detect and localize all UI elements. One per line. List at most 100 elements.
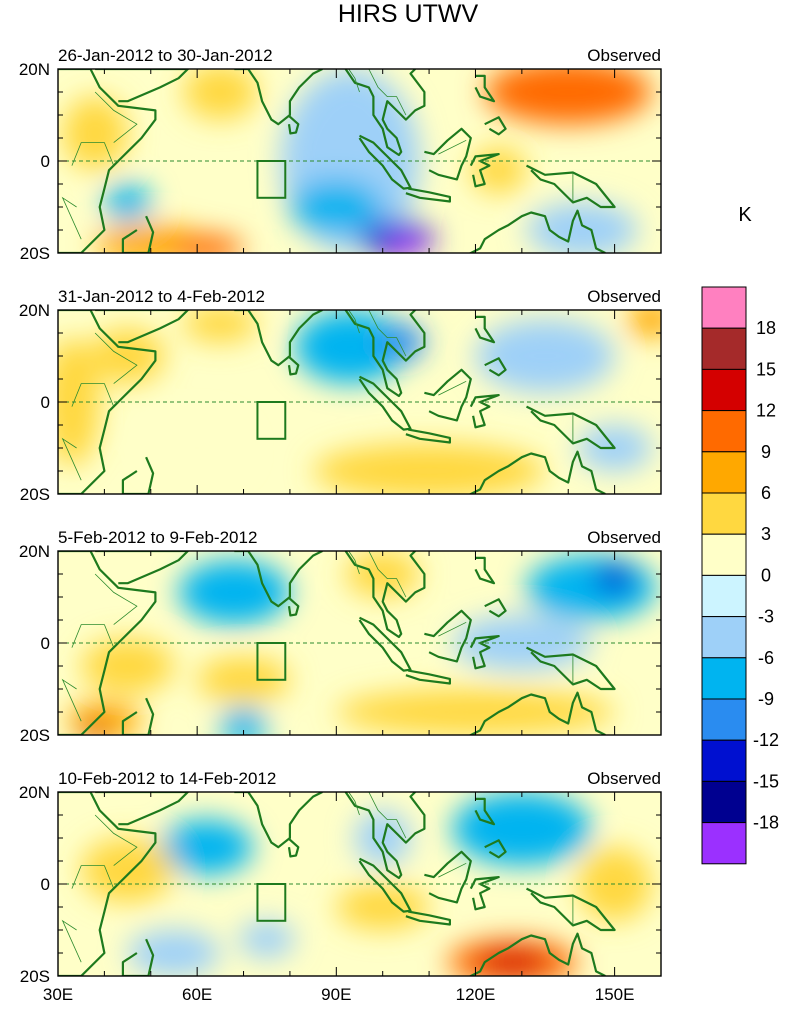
coastline-australia — [447, 932, 606, 976]
coastline-taiwan — [478, 48, 485, 62]
coastline-luzon — [474, 797, 496, 826]
anomaly-blob — [289, 179, 383, 235]
panel-observed-label: Observed — [587, 528, 661, 547]
coastline-luzon — [474, 315, 496, 344]
colorbar-swatch — [701, 492, 747, 535]
y-tick-label: 20N — [19, 542, 50, 561]
colorbar-swatch — [701, 286, 747, 329]
coastline-srilanka — [287, 597, 300, 617]
coastline-arabia — [95, 69, 189, 103]
coastline-arabia — [95, 551, 189, 585]
coastline-sumatra — [358, 134, 412, 190]
anomaly-blob — [104, 184, 151, 221]
country-border — [348, 69, 360, 93]
country-border — [368, 310, 407, 357]
colorbar-swatch — [701, 739, 747, 782]
anomaly-blob — [378, 323, 425, 361]
coastline-sulawesi — [469, 153, 500, 188]
anomaly-blob — [526, 202, 638, 253]
anomaly-blob — [475, 319, 615, 393]
colorbar-level-label: -15 — [753, 771, 779, 791]
coastline-newguinea — [526, 164, 616, 209]
panel-period-label: 31-Jan-2012 to 4-Feb-2012 — [58, 287, 265, 306]
coastline-madagascar — [121, 456, 155, 494]
target-region-box — [256, 642, 287, 681]
country-border — [71, 865, 115, 889]
coastline-africa — [58, 69, 157, 253]
country-border — [368, 551, 407, 598]
colorbar-level-label: -18 — [753, 813, 779, 833]
coastline-sulawesi — [469, 634, 500, 670]
y-tick-label: 20S — [20, 244, 50, 263]
coastline-borneo — [424, 127, 472, 181]
coastline-borneo — [424, 609, 472, 663]
target-region-box — [256, 160, 287, 199]
borders — [61, 310, 574, 481]
y-tick-label: 0 — [41, 393, 50, 412]
country-border — [348, 310, 360, 334]
colorbar-swatch — [701, 616, 747, 659]
y-tick-label: 20N — [19, 783, 50, 802]
anomaly-blob — [238, 920, 295, 958]
y-tick-label: 0 — [41, 634, 50, 653]
y-tick-label: 0 — [41, 152, 50, 171]
anomaly-blob — [127, 930, 221, 976]
coastline-java — [405, 910, 451, 926]
coastline-seasia — [344, 310, 426, 398]
anomaly-blob — [160, 819, 253, 875]
anomaly-blob — [387, 232, 425, 253]
anomaly-blob — [336, 884, 430, 930]
coastline-arabia — [95, 792, 189, 826]
coastline-java — [405, 428, 451, 444]
colorbar-level-label: 3 — [761, 524, 771, 544]
country-border — [94, 573, 138, 625]
y-tick-label: 20S — [20, 967, 50, 986]
colorbar-level-label: -9 — [758, 689, 774, 709]
coastline-newguinea — [526, 405, 616, 450]
country-border — [61, 196, 82, 240]
coastline-sumatra — [358, 857, 412, 913]
coastline-mindanao — [484, 598, 507, 618]
coastlines — [58, 551, 616, 735]
colorbar-level-label: 0 — [761, 565, 771, 585]
colorbar-swatch — [701, 410, 747, 453]
anomaly-blob — [526, 555, 657, 620]
coastline-madagascar — [121, 215, 155, 253]
anomaly-blob — [81, 838, 174, 903]
colorbar-level-label: 6 — [761, 483, 771, 503]
anomaly-field — [58, 310, 661, 494]
coastline-sulawesi — [469, 875, 500, 911]
x-tick-label: 120E — [456, 985, 496, 1004]
colorbar-swatch — [701, 533, 747, 576]
coastline-seasia — [344, 551, 426, 639]
colorbar-swatch — [701, 368, 747, 412]
anomaly-blob — [183, 69, 258, 120]
coastline-luzon — [474, 556, 496, 585]
target-region-box — [256, 401, 287, 440]
country-border — [71, 624, 115, 648]
coastline-africa — [58, 551, 157, 735]
panel-observed-label: Observed — [587, 769, 661, 788]
anomaly-blob — [178, 560, 290, 625]
coastlines — [58, 792, 616, 976]
colorbar-level-label: 18 — [756, 318, 776, 338]
colorbar-swatch — [701, 451, 747, 494]
coastline-sumatra — [358, 616, 412, 672]
coastline-newguinea — [526, 646, 616, 691]
colorbar-level-label: -3 — [758, 607, 774, 627]
coastline-india — [234, 69, 323, 126]
coastline-java — [405, 187, 451, 203]
country-border — [94, 332, 138, 384]
coastline-australia — [447, 691, 606, 735]
coastlines — [58, 310, 616, 494]
y-tick-label: 0 — [41, 875, 50, 894]
anomaly-blob — [452, 792, 592, 866]
colorbar-swatch — [701, 822, 747, 865]
chart-title: HIRS UTWV — [338, 0, 479, 28]
coastline-mindanao — [484, 357, 507, 377]
coastline-srilanka — [287, 838, 300, 858]
country-border — [438, 380, 467, 396]
anomaly-blob — [62, 96, 128, 171]
country-border — [368, 792, 407, 839]
panel-observed-label: Observed — [587, 46, 661, 65]
